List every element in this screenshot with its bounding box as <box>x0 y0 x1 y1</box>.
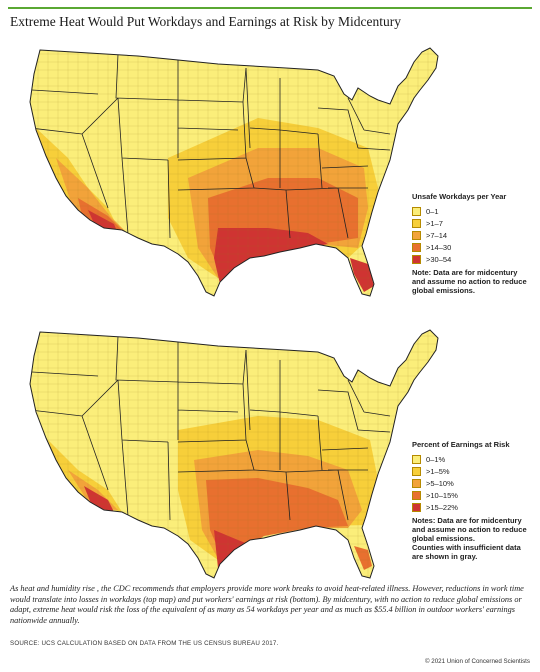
caption: As heat and humidity rise , the CDC reco… <box>10 584 524 625</box>
legend-row: >15–22% <box>412 501 532 513</box>
legend-swatch <box>412 230 421 240</box>
top-accent-line <box>8 7 532 9</box>
legend-label: >1–7 <box>426 218 443 228</box>
legend-title: Unsafe Workdays per Year <box>412 192 507 201</box>
legend-note: Note: Data are for midcentury and assume… <box>412 268 527 295</box>
legend-row: >7–14 <box>412 229 532 241</box>
legend-swatch <box>412 454 421 464</box>
legend-row: >5–10% <box>412 477 532 489</box>
legend-label: >5–10% <box>426 478 454 488</box>
source-note: SOURCE: UCS CALCULATION BASED ON DATA FR… <box>10 640 279 647</box>
map2-legend: Percent of Earnings at Risk 0–1% >1–5% >… <box>412 440 532 561</box>
legend-row: >14–30 <box>412 241 532 253</box>
legend-label: >10–15% <box>426 490 458 500</box>
legend-title: Percent of Earnings at Risk <box>412 440 510 449</box>
region-fill <box>214 228 328 284</box>
legend-swatch <box>412 490 421 500</box>
legend-label: 0–1 <box>426 206 439 216</box>
legend-label: >7–14 <box>426 230 448 240</box>
legend-label: >14–30 <box>426 242 452 252</box>
legend-label: >15–22% <box>426 502 458 512</box>
legend-note-gray: Counties with insufficient data are show… <box>412 543 521 561</box>
legend-label: >1–5% <box>426 466 450 476</box>
page-title: Extreme Heat Would Put Workdays and Earn… <box>10 14 402 29</box>
legend-note: Notes: Data are for midcentury and assum… <box>412 516 527 543</box>
legend-row: >1–7 <box>412 217 532 229</box>
copyright: © 2021 Union of Concerned Scientists <box>425 658 530 665</box>
legend-row: 0–1 <box>412 205 532 217</box>
region-fill <box>56 158 128 234</box>
legend-row: >1–5% <box>412 465 532 477</box>
region-fill <box>48 440 122 512</box>
legend-label: >30–54 <box>426 254 452 264</box>
legend-swatch <box>412 478 421 488</box>
legend-row: >10–15% <box>412 489 532 501</box>
legend-swatch <box>412 502 421 512</box>
legend-swatch <box>412 218 421 228</box>
state-borders <box>30 53 399 239</box>
legend-label: 0–1% <box>426 454 446 464</box>
legend-row: 0–1% <box>412 453 532 465</box>
legend-swatch <box>412 254 421 264</box>
legend-swatch <box>412 466 421 476</box>
legend-row: >30–54 <box>412 253 532 265</box>
map1-legend: Unsafe Workdays per Year 0–1 >1–7 >7–14 … <box>412 192 532 295</box>
earnings-at-risk-map <box>29 329 439 579</box>
unsafe-workdays-map <box>29 47 439 297</box>
legend-swatch <box>412 242 421 252</box>
legend-swatch <box>412 206 421 216</box>
state-borders <box>30 335 399 521</box>
region-fill <box>84 486 114 512</box>
region-fill <box>214 530 248 568</box>
